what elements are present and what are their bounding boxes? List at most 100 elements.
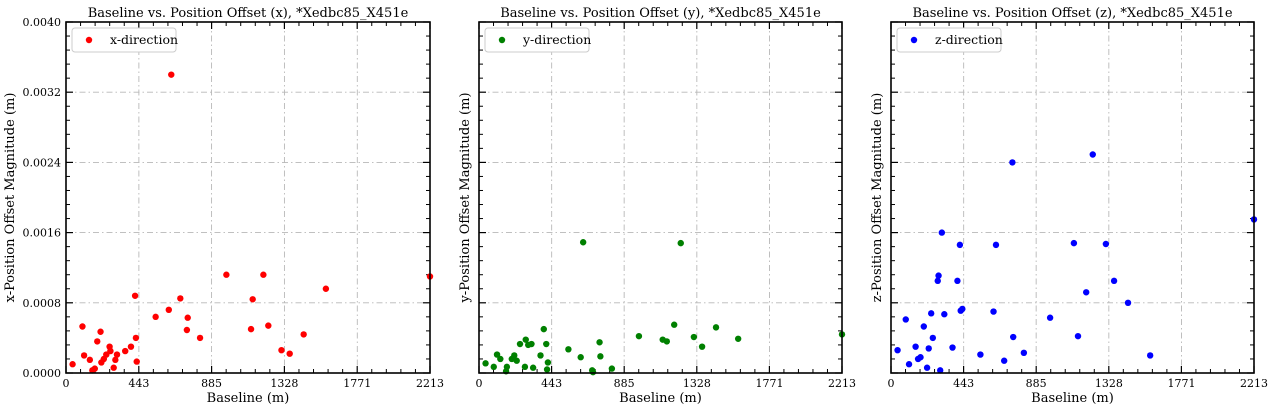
data-point [1146,352,1154,359]
legend-marker [498,36,506,44]
x-tick-label: 1328 [1095,377,1123,390]
x-tick-label: 1328 [683,377,711,390]
data-point [917,354,924,361]
data-point [131,292,139,299]
data-point [543,366,551,373]
data-point [1020,349,1028,357]
data-point [990,308,997,315]
data-point [927,310,935,317]
data-point [596,339,603,346]
data-point [734,335,742,342]
data-point [69,361,76,368]
data-point [1082,289,1090,296]
x-tick-label: 443 [953,377,974,390]
data-point [107,347,114,355]
data-point [912,343,919,350]
legend-label: y-direction [522,32,591,47]
data-point [1102,240,1110,248]
data-point [920,323,928,330]
legend-box [484,27,590,53]
x-tick-label: 885 [1026,377,1047,390]
data-point [152,313,159,321]
data-point [1000,357,1008,364]
data-point [110,364,117,371]
data-point [278,346,285,354]
chart-panel-1: 0 443 885 1328 1771 2213 0.0000 0.0008 0.0016 0.0… [3,6,444,406]
y-tick-label: 0.0032 [23,86,62,99]
legend-label: x-direction [110,32,178,47]
x-tick-label: 885 [614,377,635,390]
x-tick-label: 1328 [270,377,298,390]
data-point [670,321,678,328]
data-point [959,305,966,313]
data-point [249,296,256,303]
data-point [1009,159,1016,166]
data-point [177,295,184,302]
data-point [905,361,913,368]
data-point [589,368,597,376]
x-tick-label: 443 [128,377,149,390]
axes-frame [65,21,431,374]
data-point [260,271,267,278]
data-point [902,316,909,323]
legend: y-direction [484,27,591,53]
data-point [91,365,98,372]
data-point [513,357,520,364]
data-point [521,363,529,371]
data-point [165,306,173,314]
data-point [690,333,698,341]
x-axis-label: Baseline (m) [619,391,702,406]
data-point [97,328,104,335]
y-tick-label: 0.0024 [23,156,62,169]
data-point [516,340,524,348]
x-tick-label: 0 [63,377,70,390]
legend: z-direction [896,27,1003,53]
data-point [497,355,504,363]
data-point [522,336,529,343]
legend-marker [910,36,918,44]
data-point [937,367,944,374]
chart-panel-3: 0 443 885 1328 1771 2213 Baseline vs. Position… [870,6,1268,406]
y-axis-label: z-Position Offset Magnitude (m) [870,93,885,303]
data-point [577,354,584,361]
data-point [579,239,587,246]
data-point [1074,332,1082,340]
data-point [184,314,191,321]
data-point [938,229,946,236]
data-point [923,364,931,371]
x-tick-label: 1771 [343,377,371,390]
data-point [934,277,941,285]
data-point [1124,299,1132,306]
series-x-direction [69,71,434,374]
data-point [925,345,932,352]
x-axis-label: Baseline (m) [1031,391,1114,406]
data-point [677,239,684,247]
data-point [543,340,550,348]
x-axis-label: Baseline (m) [207,391,290,406]
data-point [265,322,272,329]
data-point [894,346,901,354]
data-point [132,334,140,342]
data-point [490,363,497,371]
data-point [223,271,230,278]
data-point [565,346,572,353]
y-tick-label: 0.0016 [23,227,62,240]
data-point [1070,239,1078,247]
chart-title: Baseline vs. Position Offset (x), *Xedbc… [88,6,409,21]
data-point [80,352,88,359]
axes-frame [890,21,1255,374]
data-point [977,351,984,358]
data-point [511,352,518,359]
data-point [86,356,94,364]
data-point [247,325,255,333]
data-point [183,326,191,334]
x-tick-label: 443 [541,377,562,390]
axes-frame [478,21,843,374]
data-point [122,347,129,355]
data-point [992,241,1000,249]
data-point [635,332,643,340]
data-point [935,272,942,279]
data-point [1110,277,1118,285]
data-point [133,358,140,365]
